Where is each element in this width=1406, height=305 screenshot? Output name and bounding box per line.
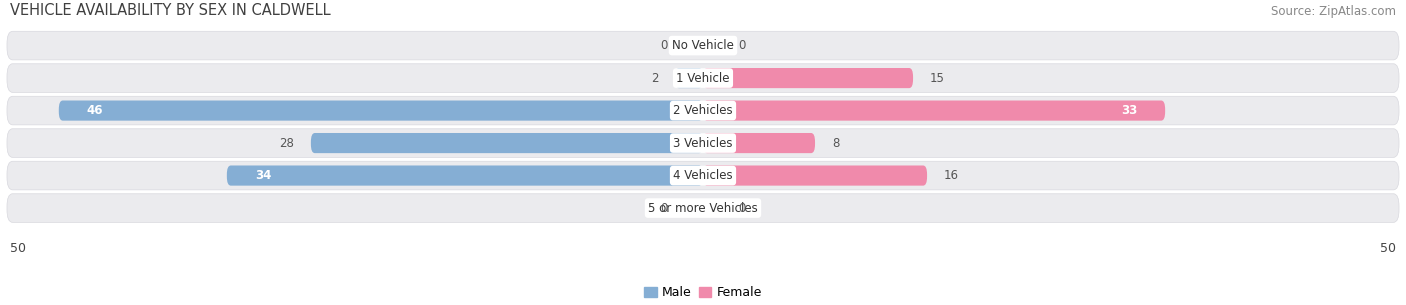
FancyBboxPatch shape [311,133,703,153]
Text: 1 Vehicle: 1 Vehicle [676,72,730,84]
Text: 5 or more Vehicles: 5 or more Vehicles [648,202,758,214]
Text: 46: 46 [87,104,103,117]
FancyBboxPatch shape [703,100,1166,121]
Text: 28: 28 [280,137,294,149]
FancyBboxPatch shape [7,31,1399,60]
Text: 0: 0 [738,39,745,52]
Text: 2: 2 [651,72,658,84]
FancyBboxPatch shape [7,96,1399,125]
Legend: Male, Female: Male, Female [640,281,766,304]
FancyBboxPatch shape [703,166,927,186]
Text: 15: 15 [929,72,945,84]
Text: 3 Vehicles: 3 Vehicles [673,137,733,149]
Text: 33: 33 [1121,104,1137,117]
FancyBboxPatch shape [675,68,703,88]
FancyBboxPatch shape [703,133,815,153]
Text: 0: 0 [738,202,745,214]
Text: 50: 50 [1381,242,1396,255]
FancyBboxPatch shape [59,100,703,121]
Text: 4 Vehicles: 4 Vehicles [673,169,733,182]
FancyBboxPatch shape [7,161,1399,190]
FancyBboxPatch shape [7,64,1399,92]
FancyBboxPatch shape [7,129,1399,157]
FancyBboxPatch shape [226,166,703,186]
Text: No Vehicle: No Vehicle [672,39,734,52]
Text: 34: 34 [254,169,271,182]
Text: Source: ZipAtlas.com: Source: ZipAtlas.com [1271,5,1396,18]
Text: 0: 0 [661,202,668,214]
FancyBboxPatch shape [703,68,912,88]
FancyBboxPatch shape [7,194,1399,222]
Text: 16: 16 [943,169,959,182]
Text: 0: 0 [661,39,668,52]
Text: 8: 8 [832,137,839,149]
Text: 2 Vehicles: 2 Vehicles [673,104,733,117]
Text: VEHICLE AVAILABILITY BY SEX IN CALDWELL: VEHICLE AVAILABILITY BY SEX IN CALDWELL [10,3,330,18]
Text: 50: 50 [10,242,25,255]
